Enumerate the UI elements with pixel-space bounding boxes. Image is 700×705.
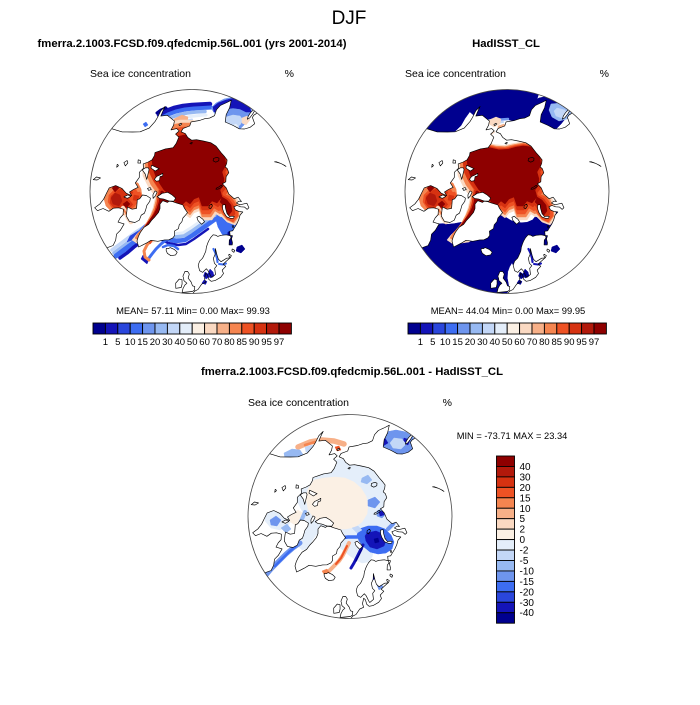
svg-text:40: 40	[520, 462, 532, 473]
svg-text:70: 70	[527, 337, 538, 348]
svg-text:Sea ice concentration: Sea ice concentration	[405, 68, 506, 80]
svg-text:MEAN= 44.04 Min= 0.00 Max= 99.: MEAN= 44.04 Min= 0.00 Max= 99.95	[431, 305, 586, 316]
svg-text:20: 20	[465, 337, 476, 348]
svg-text:95: 95	[261, 337, 272, 348]
svg-text:95: 95	[576, 337, 587, 348]
svg-text:85: 85	[237, 337, 248, 348]
svg-text:0: 0	[520, 535, 526, 546]
svg-text:10: 10	[440, 337, 451, 348]
svg-text:40: 40	[490, 337, 501, 348]
svg-text:60: 60	[199, 337, 210, 348]
svg-text:-5: -5	[520, 556, 529, 567]
svg-text:-10: -10	[520, 567, 535, 578]
svg-text:15: 15	[520, 493, 532, 504]
svg-text:50: 50	[502, 337, 513, 348]
svg-text:20: 20	[150, 337, 161, 348]
svg-text:90: 90	[249, 337, 260, 348]
svg-text:5: 5	[520, 514, 526, 525]
svg-text:97: 97	[589, 337, 600, 348]
svg-text:80: 80	[539, 337, 550, 348]
svg-text:60: 60	[514, 337, 525, 348]
svg-text:97: 97	[274, 337, 285, 348]
svg-text:1: 1	[103, 337, 108, 348]
svg-text:80: 80	[224, 337, 235, 348]
svg-text:5: 5	[115, 337, 120, 348]
svg-text:-2: -2	[520, 546, 529, 557]
svg-text:30: 30	[477, 337, 488, 348]
svg-text:40: 40	[175, 337, 186, 348]
svg-text:MEAN= 57.11 Min= 0.00 Max= 99.: MEAN= 57.11 Min= 0.00 Max= 99.93	[116, 305, 270, 316]
svg-text:2: 2	[520, 525, 526, 536]
svg-text:10: 10	[125, 337, 136, 348]
svg-text:Sea ice concentration: Sea ice concentration	[248, 397, 349, 409]
svg-text:HadISST_CL: HadISST_CL	[472, 38, 540, 50]
svg-text:-20: -20	[520, 587, 535, 598]
svg-text:30: 30	[520, 472, 532, 483]
svg-text:%: %	[285, 68, 294, 80]
svg-text:85: 85	[552, 337, 563, 348]
svg-text:30: 30	[162, 337, 173, 348]
svg-text:fmerra.2.1003.FCSD.f09.qfedcmi: fmerra.2.1003.FCSD.f09.qfedcmip.56L.001 …	[38, 38, 347, 50]
svg-text:fmerra.2.1003.FCSD.f09.qfedcmi: fmerra.2.1003.FCSD.f09.qfedcmip.56L.001 …	[201, 366, 503, 378]
svg-text:Sea ice concentration: Sea ice concentration	[90, 68, 191, 80]
svg-text:-40: -40	[520, 608, 535, 619]
svg-text:5: 5	[430, 337, 435, 348]
svg-text:20: 20	[520, 483, 532, 494]
svg-text:90: 90	[564, 337, 575, 348]
svg-text:MIN = -73.71 MAX = 23.34: MIN = -73.71 MAX = 23.34	[457, 431, 568, 441]
svg-text:1: 1	[418, 337, 423, 348]
svg-text:10: 10	[520, 504, 532, 515]
svg-text:50: 50	[187, 337, 198, 348]
svg-text:%: %	[600, 68, 609, 80]
svg-text:15: 15	[137, 337, 148, 348]
svg-text:-15: -15	[520, 577, 535, 588]
svg-text:-30: -30	[520, 598, 535, 609]
svg-text:15: 15	[452, 337, 463, 348]
svg-text:%: %	[443, 397, 452, 409]
svg-text:DJF: DJF	[332, 8, 367, 29]
svg-text:70: 70	[212, 337, 223, 348]
